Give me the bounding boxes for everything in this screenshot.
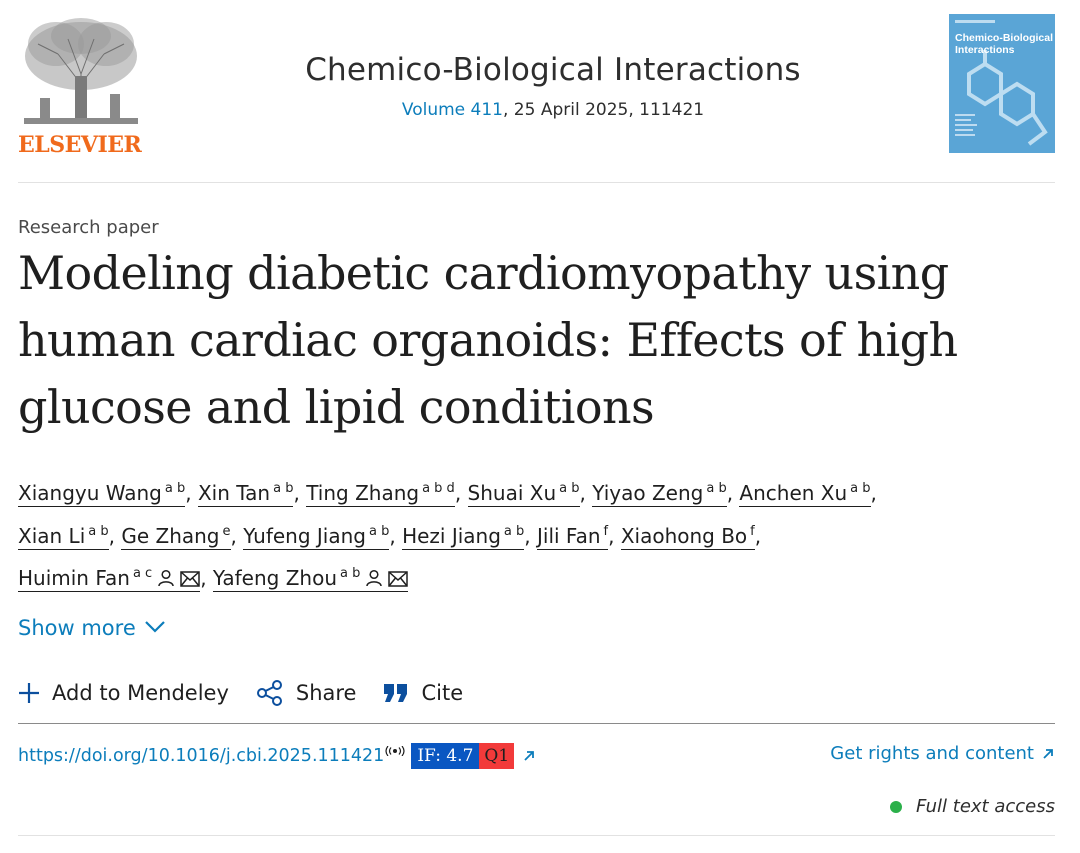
doi-row: https://doi.org/10.1016/j.cbi.2025.11142… [18,741,536,771]
affiliation-marks: f [750,523,755,539]
author-link[interactable]: Hezi Jiang a b [402,523,525,550]
elsevier-tree-logo[interactable] [18,14,144,159]
author-link[interactable]: Yafeng Zhou a b [212,566,409,592]
cite-label: Cite [421,681,464,705]
author-name: Xian Li [18,523,86,548]
mail-icon [180,571,200,587]
volume-link[interactable]: Volume 411 [401,100,503,120]
affiliation-marks: a b [273,481,294,496]
article-title: Modeling diabetic cardiomyopathy using h… [18,246,958,434]
show-more-button[interactable]: Show more [18,615,166,640]
author-link[interactable]: Anchen Xu a b [739,481,871,507]
journal-header: ELSEVIER Chemico-Biological Interactions… [18,14,1055,182]
publisher-name: ELSEVIER [18,132,142,158]
author-name: Xiangyu Wang [18,481,162,505]
author-name: Shuai Xu [467,481,557,505]
share-label: Share [295,681,357,705]
affiliation-marks: a c [132,566,153,581]
author-name: Yufeng Jiang [243,523,366,548]
affiliation-marks: e [222,523,231,539]
journal-info: Chemico-Biological Interactions Volume 4… [168,52,938,120]
cite-button[interactable]: Cite [383,681,463,705]
author-link[interactable]: Yufeng Jiang a b [243,523,390,550]
journal-cover[interactable]: Chemico-Biological Interactions [949,14,1055,153]
get-rights-label: Get rights and content [830,743,1034,764]
broadcast-icon [385,746,405,756]
person-icon [157,569,175,587]
affiliation-marks: a b [850,481,871,496]
affiliation-marks: f [603,523,609,539]
author-link[interactable]: Xin Tan a b [197,481,294,507]
bottom-divider [18,835,1055,836]
article-type: Research paper [18,217,159,238]
author-name: Xiaohong Bo [620,523,748,548]
author-name: Ting Zhang [306,481,420,505]
author-link[interactable]: Ting Zhang a b d [306,481,455,507]
author-link[interactable]: Ge Zhang e [121,523,231,550]
plus-icon [18,682,40,704]
actions-divider [18,723,1055,724]
mail-icon [388,571,409,587]
affiliation-marks: a b d [422,481,455,496]
author-name: Ge Zhang [121,523,220,548]
doi-link[interactable]: https://doi.org/10.1016/j.cbi.2025.11142… [18,746,385,766]
affiliation-marks: a b [88,523,109,539]
author-name: Hezi Jiang [402,523,501,548]
impact-factor-badge[interactable]: IF: 4.7 [411,743,480,769]
show-more-label: Show more [18,616,136,640]
author-link[interactable]: Jili Fan f [536,523,609,550]
author-name: Huimin Fan [18,566,130,590]
author-list: Xiangyu Wang a b, Xin Tan a b, Ting Zhang a… [18,481,877,592]
affiliation-marks: a b [559,481,580,496]
affiliation-marks: a b [368,523,390,539]
journal-title[interactable]: Chemico-Biological Interactions [305,52,801,88]
affiliation-marks: a b [340,566,361,581]
author-name: Jili Fan [536,523,601,548]
access-dot-icon [890,800,903,813]
cover-title: Chemico-Biological Interactions [955,32,1054,56]
share-button[interactable]: Share [256,679,357,707]
author-name: Xin Tan [197,481,271,505]
external-link-icon[interactable] [522,749,536,763]
add-to-mendeley-button[interactable]: Add to Mendeley [18,681,229,705]
author-link[interactable]: Xiaohong Bo f [620,523,755,550]
person-icon [365,569,383,587]
affiliation-marks: a b [706,481,727,496]
access-status: Full text access [890,796,1055,817]
header-divider [18,182,1055,183]
author-link[interactable]: Xian Li a b [18,523,109,550]
author-name: Anchen Xu [739,481,848,505]
affiliation-marks: a b [503,523,525,539]
author-name: Yafeng Zhou [212,566,338,590]
author-link[interactable]: Yiyao Zeng a b [592,481,727,507]
share-icon [256,679,284,707]
chevron-down-icon [144,615,166,639]
article-actions: Add to Mendeley Share Cite [18,676,490,710]
issue-line: Volume 411, 25 April 2025, 111421 [168,100,938,120]
external-link-icon [1041,747,1055,761]
issue-details: , 25 April 2025, 111421 [503,100,705,120]
add-to-mendeley-label: Add to Mendeley [52,681,229,705]
author-link[interactable]: Huimin Fan a c [18,566,201,592]
access-label: Full text access [916,796,1055,817]
author-name: Yiyao Zeng [592,481,704,505]
get-rights-link[interactable]: Get rights and content [830,743,1055,764]
affiliation-marks: a b [164,481,186,496]
quartile-badge[interactable]: Q1 [479,743,515,769]
quote-icon [383,683,409,703]
author-link[interactable]: Shuai Xu a b [467,481,580,507]
author-link[interactable]: Xiangyu Wang a b [18,481,186,507]
